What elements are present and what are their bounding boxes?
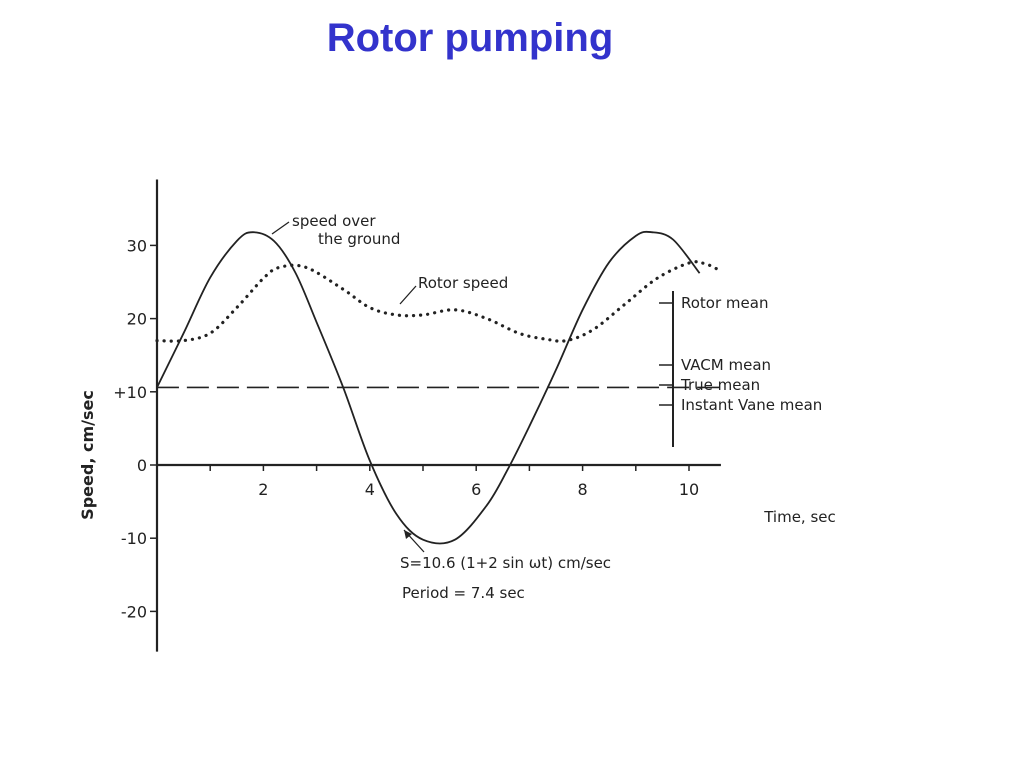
formula-arrowhead [404, 530, 412, 539]
x-tick-label: 2 [258, 480, 268, 499]
chart-labels: 2 4 6 8 10 30 20 +10 0 -10 -20 Time, sec Speed, cm/s… [78, 236, 836, 621]
chart-series [155, 230, 723, 545]
rotor-speed-pointer [399, 285, 417, 305]
x-tick-label: 6 [471, 480, 481, 499]
y-tick-label: -10 [121, 529, 147, 548]
speed-ground-pointer [271, 221, 290, 235]
y-tick-label: 0 [137, 456, 147, 475]
speed-ground-label-2: the ground [318, 230, 400, 248]
x-axis-label: Time, sec [763, 508, 836, 526]
instant-vane-mean-label: Instant Vane mean [681, 396, 822, 414]
y-tick-label: 20 [127, 310, 147, 329]
rotor-speed-line [155, 260, 723, 343]
chart-axes [150, 179, 721, 652]
slide-title: Rotor pumping [326, 16, 614, 60]
speed-ground-label-1: speed over [292, 212, 376, 230]
speed-over-ground-line [156, 230, 701, 545]
x-tick-label: 10 [679, 480, 699, 499]
vacm-mean-label: VACM mean [681, 356, 771, 374]
period-label: Period = 7.4 sec [402, 584, 525, 602]
rotor-speed-label: Rotor speed [418, 274, 508, 292]
y-axis-label: Speed, cm/sec [78, 390, 97, 520]
y-tick-label: -20 [121, 602, 147, 621]
true-mean-label: True mean [680, 376, 760, 394]
x-tick-label: 8 [578, 480, 588, 499]
rotor-mean-label: Rotor mean [681, 294, 768, 312]
formula-label: S=10.6 (1+2 sin ωt) cm/sec [400, 554, 611, 572]
y-tick-label: 30 [127, 236, 147, 255]
y-tick-label: +10 [113, 383, 147, 402]
x-tick-label: 4 [365, 480, 375, 499]
